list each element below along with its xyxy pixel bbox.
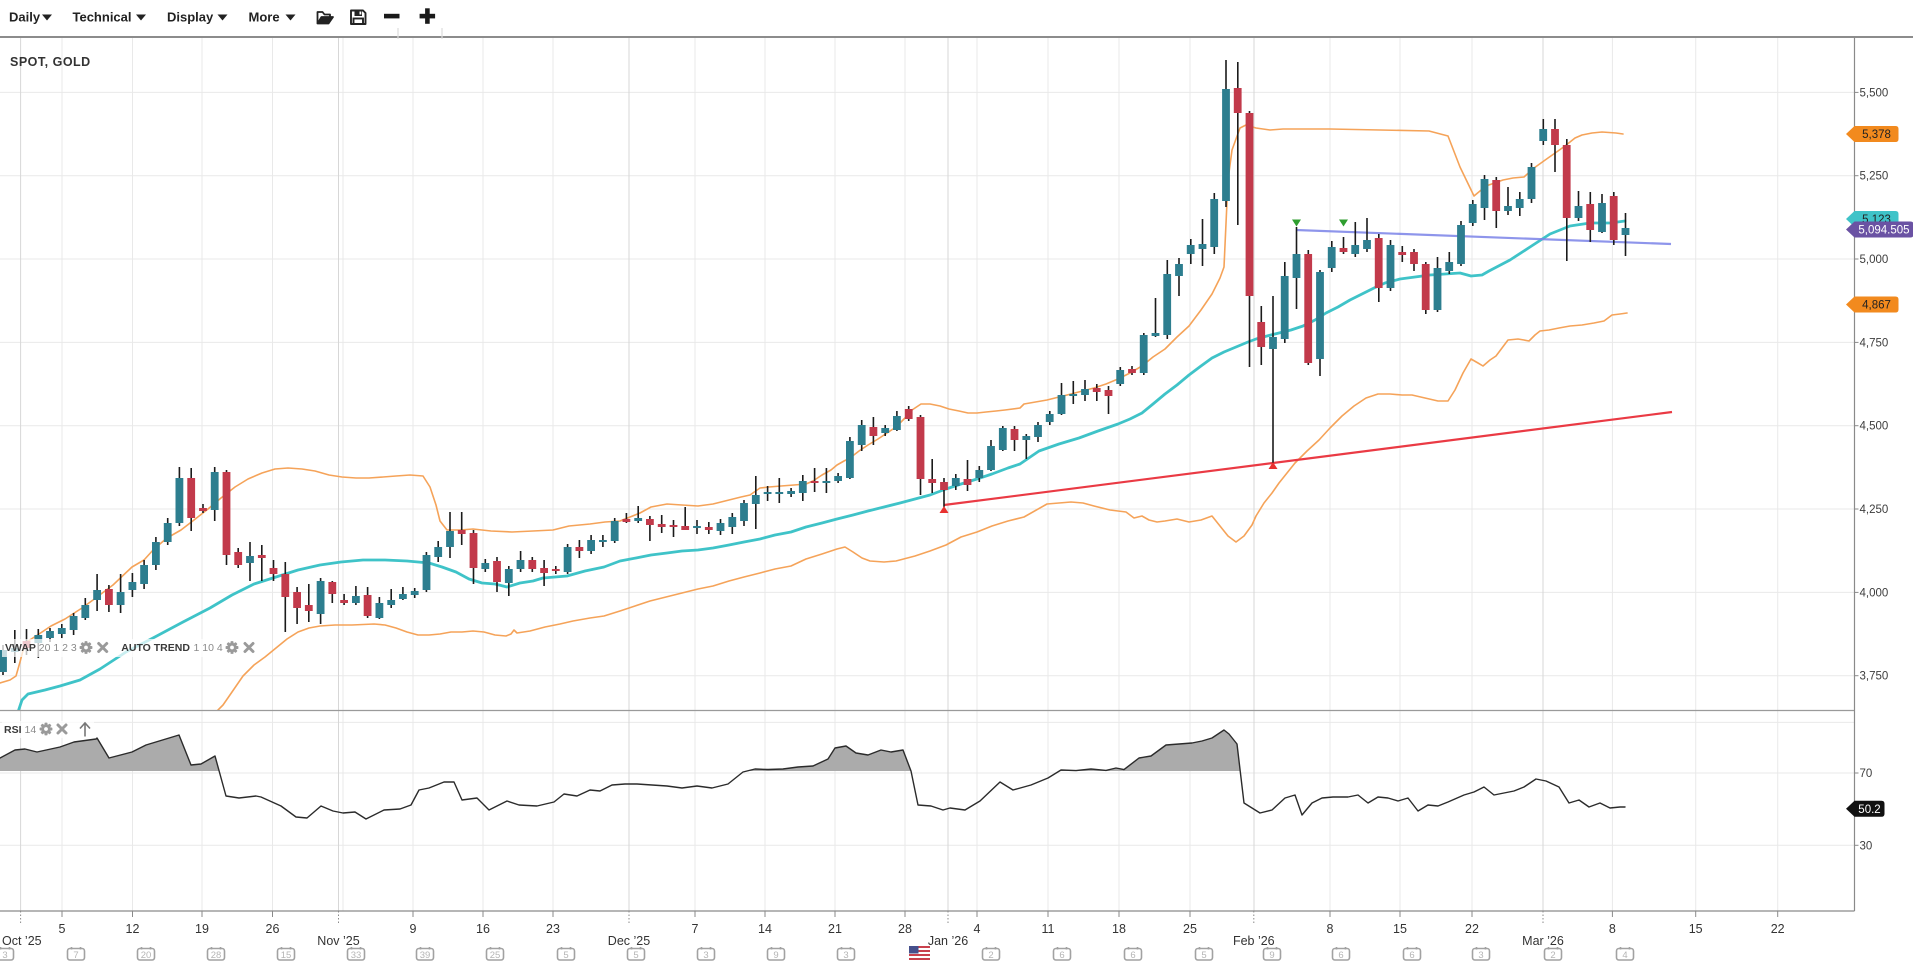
svg-text:7: 7	[692, 922, 699, 936]
svg-text:5,094.505: 5,094.505	[1858, 225, 1909, 237]
svg-text:4,867: 4,867	[1862, 300, 1891, 312]
svg-text:5: 5	[563, 950, 568, 961]
svg-text:33: 33	[351, 950, 362, 961]
svg-text:5: 5	[633, 950, 638, 961]
svg-text:28: 28	[211, 950, 222, 961]
svg-text:Daily: Daily	[9, 10, 41, 25]
svg-text:3: 3	[2, 950, 7, 961]
svg-text:7: 7	[73, 950, 78, 961]
svg-text:2: 2	[1550, 950, 1555, 961]
svg-text:5,378: 5,378	[1862, 129, 1891, 141]
svg-text:16: 16	[476, 922, 490, 936]
svg-text:22: 22	[1771, 922, 1785, 936]
svg-text:6: 6	[1409, 950, 1414, 961]
svg-text:9: 9	[1269, 950, 1274, 961]
svg-text:11: 11	[1042, 922, 1055, 936]
svg-text:18: 18	[1112, 922, 1126, 936]
svg-text:8: 8	[1609, 922, 1616, 936]
svg-text:5: 5	[59, 922, 66, 936]
svg-text:70: 70	[1860, 768, 1873, 780]
svg-text:19: 19	[195, 922, 209, 936]
svg-text:5: 5	[1201, 950, 1206, 961]
svg-text:Display: Display	[167, 10, 214, 25]
svg-text:25: 25	[1183, 922, 1197, 936]
svg-text:23: 23	[546, 922, 560, 936]
svg-text:9: 9	[410, 922, 417, 936]
svg-text:6: 6	[1059, 950, 1064, 961]
svg-text:21: 21	[828, 922, 842, 936]
svg-text:6: 6	[1130, 950, 1135, 961]
svg-text:5,500: 5,500	[1860, 87, 1889, 99]
svg-text:9: 9	[773, 950, 778, 961]
svg-text:25: 25	[490, 950, 501, 961]
svg-text:4,000: 4,000	[1860, 587, 1889, 599]
svg-text:12: 12	[126, 922, 140, 936]
svg-text:14: 14	[758, 922, 772, 936]
svg-text:Dec ’25: Dec ’25	[608, 934, 650, 948]
svg-text:AUTO TREND: AUTO TREND	[121, 642, 190, 654]
svg-text:3,750: 3,750	[1860, 671, 1889, 683]
svg-text:20: 20	[141, 950, 152, 961]
svg-text:28: 28	[898, 922, 912, 936]
svg-text:26: 26	[266, 922, 280, 936]
svg-text:5,000: 5,000	[1860, 254, 1889, 266]
svg-text:Nov ’25: Nov ’25	[317, 934, 359, 948]
svg-text:15: 15	[1689, 922, 1703, 936]
svg-text:Jan ’26: Jan ’26	[928, 934, 968, 948]
svg-text:15: 15	[1393, 922, 1407, 936]
svg-text:39: 39	[420, 950, 431, 961]
svg-text:15: 15	[281, 950, 292, 961]
svg-text:4: 4	[974, 922, 981, 936]
svg-text:SPOT, GOLD: SPOT, GOLD	[10, 55, 91, 69]
svg-text:Mar ’26: Mar ’26	[1522, 934, 1564, 948]
svg-text:Technical: Technical	[73, 10, 132, 25]
svg-text:14: 14	[25, 724, 37, 736]
svg-text:50.2: 50.2	[1858, 804, 1880, 816]
svg-text:2: 2	[988, 950, 993, 961]
svg-text:3: 3	[703, 950, 708, 961]
svg-text:4,500: 4,500	[1860, 421, 1889, 433]
svg-text:8: 8	[1327, 922, 1334, 936]
svg-text:4,750: 4,750	[1860, 337, 1889, 349]
svg-text:Oct ’25: Oct ’25	[2, 934, 42, 948]
svg-text:3: 3	[1478, 950, 1483, 961]
svg-text:30: 30	[1860, 840, 1873, 852]
svg-text:4: 4	[1622, 950, 1627, 961]
svg-text:20 1 2 3: 20 1 2 3	[39, 642, 77, 654]
svg-text:More: More	[249, 10, 280, 25]
svg-text:1 10 4: 1 10 4	[194, 642, 223, 654]
svg-text:4,250: 4,250	[1860, 504, 1889, 516]
svg-text:VWAP: VWAP	[5, 642, 36, 654]
svg-text:22: 22	[1465, 922, 1479, 936]
svg-text:5,250: 5,250	[1860, 171, 1889, 183]
svg-text:3: 3	[843, 950, 848, 961]
svg-text:RSI: RSI	[4, 724, 22, 736]
svg-text:6: 6	[1338, 950, 1343, 961]
svg-text:Feb ’26: Feb ’26	[1233, 934, 1275, 948]
